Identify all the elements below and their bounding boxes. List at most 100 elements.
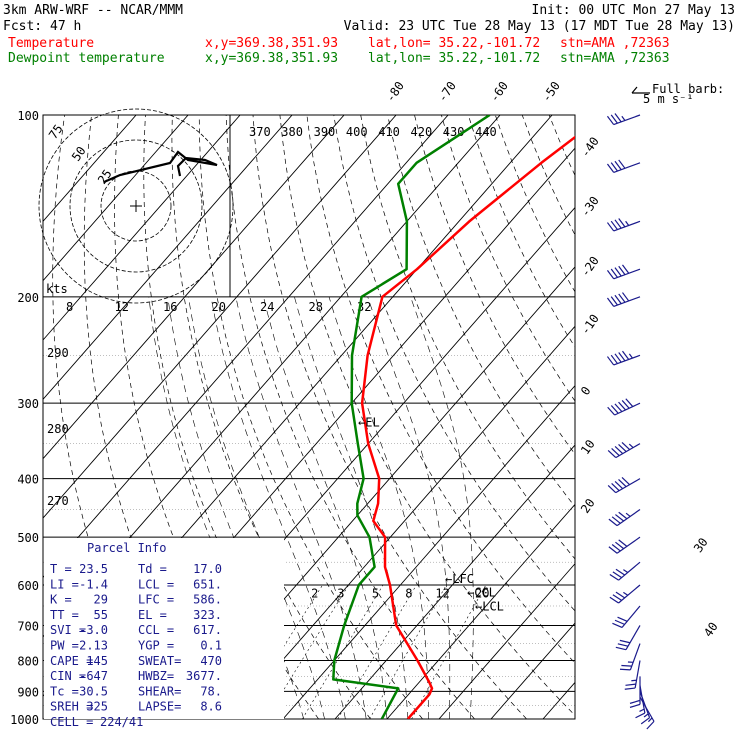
parcel-value: 29	[94, 593, 108, 607]
parcel-label: EL =	[138, 608, 167, 622]
dry-adiabat	[414, 115, 575, 455]
barb-staff	[621, 605, 641, 628]
barb-half	[623, 569, 629, 573]
barb-flag	[621, 400, 630, 409]
isotherm-line	[282, 384, 575, 719]
dry-adiabat	[333, 115, 575, 612]
parcel-label: LFC =	[138, 593, 174, 607]
parcel-box-bg	[44, 538, 284, 719]
init-time: Init: 00 UTC Mon 27 May 13	[531, 3, 736, 18]
barb-flag	[610, 296, 618, 306]
pressure-label: 700	[17, 619, 39, 633]
temperature-xy: x,y=369.38,351.93	[205, 36, 339, 51]
barb-flag	[625, 683, 636, 686]
hodograph-ring-label: 25	[95, 167, 115, 187]
barb-flag	[618, 401, 626, 411]
barb-half	[639, 708, 645, 712]
barb-staff	[613, 162, 641, 173]
barb-flag	[618, 265, 626, 276]
wind-barb	[607, 442, 641, 459]
speed-tick-label: 24	[260, 300, 274, 314]
temperature-label: -60	[487, 79, 511, 105]
mixing-ratio-label: 20	[475, 587, 489, 601]
pressure-label: 900	[17, 685, 39, 699]
moist-adiabat	[167, 296, 305, 719]
temperature-label: 20	[578, 496, 598, 516]
parcel-value: 55	[94, 608, 108, 622]
barb-flag	[624, 687, 636, 690]
pressure-label: 300	[17, 397, 39, 411]
barb-flag	[614, 113, 622, 123]
isotherm-line	[43, 115, 449, 579]
parcel-label: SREH =	[50, 700, 93, 714]
temperature-latlon: lat,lon= 35.22,-101.72	[368, 36, 541, 51]
isotherm-line	[43, 115, 293, 401]
speed-tick-label: 12	[115, 300, 129, 314]
wind-barb	[606, 292, 641, 307]
barb-flag	[618, 479, 627, 488]
barb-flag	[610, 220, 618, 230]
dewpoint-xy: x,y=369.38,351.93	[205, 51, 339, 66]
speed-tick-label: 8	[66, 300, 73, 314]
wind-barbs	[606, 113, 655, 730]
parcel-label: K =	[50, 593, 72, 607]
parcel-value: 3677.	[186, 669, 222, 683]
barb-half	[623, 591, 629, 596]
isotherm-line	[43, 115, 345, 460]
barb-flag	[606, 270, 615, 280]
theta-label: 390	[314, 125, 336, 139]
mixing-ratio-line	[337, 584, 417, 719]
wind-barb	[606, 159, 641, 173]
barb-flag	[611, 516, 621, 524]
parcel-value: 78.	[200, 684, 222, 698]
barb-flag	[621, 477, 631, 486]
barb-half	[643, 713, 649, 718]
barb-flag	[618, 218, 626, 228]
barb-flag	[607, 406, 616, 416]
barb-half	[625, 512, 631, 517]
parcel-label: LCL =	[138, 577, 174, 591]
wind-barb	[624, 660, 641, 690]
wind-barb	[612, 605, 641, 628]
parcel-value: 617.	[193, 623, 222, 637]
barb-flag	[619, 668, 631, 671]
parcel-label: Td =	[138, 562, 167, 576]
theta-label: 270	[47, 494, 69, 508]
lfc-marker: ←LFC	[445, 572, 474, 586]
temperature-station: stn=AMA ,72363	[560, 36, 670, 51]
barb-flag	[611, 544, 621, 552]
temperature-label: 30	[691, 535, 711, 555]
hodograph-ring-label: 75	[46, 122, 66, 142]
barb-staff	[613, 220, 641, 232]
temperature-label: -10	[578, 312, 602, 338]
wind-barb	[615, 625, 641, 651]
barb-flag	[611, 448, 620, 457]
parcel-label: LAPSE=	[138, 700, 181, 714]
barb-staff	[614, 402, 641, 416]
wind-barb	[606, 350, 641, 366]
barb-staff	[613, 114, 641, 126]
mixing-ratio-label: 2	[311, 587, 318, 601]
theta-label: 290	[47, 346, 69, 360]
isotherm-line	[43, 115, 397, 519]
barb-staff	[613, 296, 641, 307]
barb-half	[625, 220, 630, 226]
barb-flag	[609, 596, 619, 604]
barb-flag	[622, 350, 630, 360]
parcel-value: 145	[86, 654, 108, 668]
dewpoint-profile	[332, 115, 491, 719]
dry-adiabat	[252, 115, 527, 719]
mixing-ratio-label: 5	[372, 587, 379, 601]
parcel-label: CIN =	[50, 669, 86, 683]
parcel-label: LI =	[50, 577, 79, 591]
hodograph-ring	[38, 108, 234, 304]
barb-staff	[618, 561, 641, 581]
barb-staff	[613, 268, 641, 280]
moist-adiabat	[188, 296, 325, 719]
theta-label: 430	[443, 125, 465, 139]
barb-flag	[621, 442, 631, 451]
parcel-value: 224/41	[100, 715, 143, 729]
parcel-value: 586.	[193, 593, 222, 607]
temperature-label: 0	[578, 384, 594, 398]
